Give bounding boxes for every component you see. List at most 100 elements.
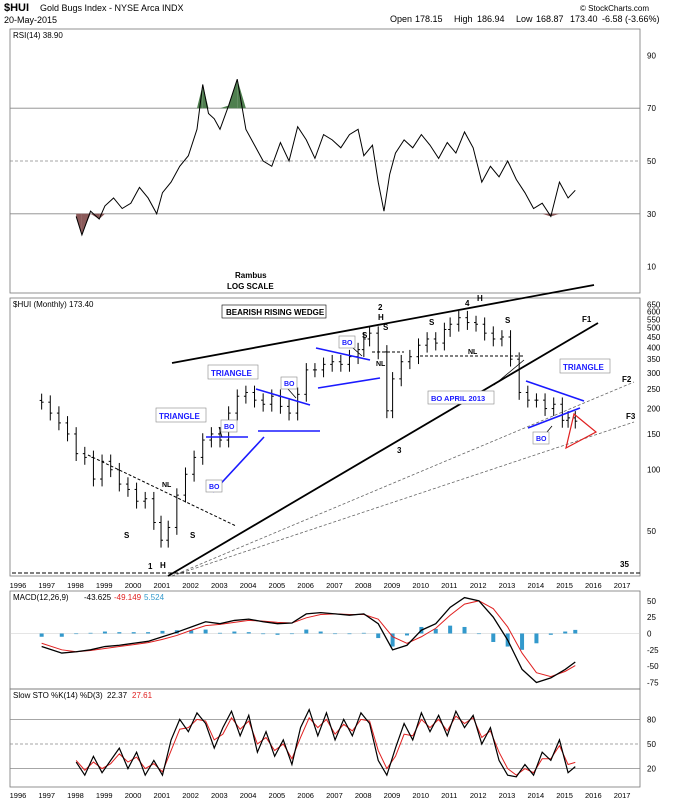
macd-layer: 50 25 0 -25 -50 -75 — [10, 597, 659, 687]
macd-tick-0: 0 — [647, 629, 652, 638]
price-bar — [39, 393, 44, 410]
index-name: Gold Bugs Index - NYSE Arca INDX — [40, 3, 184, 13]
fan-line-f3 — [171, 421, 635, 577]
x-tick-mid-2012: 2012 — [470, 581, 487, 590]
price-legend: $HUI (Monthly) 173.40 — [13, 300, 94, 309]
stochastic-tick-50: 50 — [647, 740, 656, 749]
price-bar — [390, 372, 395, 419]
stochastic-tick-20: 20 — [647, 765, 656, 774]
price-bar — [252, 385, 257, 408]
low-label: Low — [516, 14, 533, 24]
x-tick-bottom-2008: 2008 — [355, 791, 372, 800]
x-tick-bottom-2016: 2016 — [585, 791, 602, 800]
price-bar — [491, 326, 496, 347]
shoulder-2011-right: S — [505, 316, 511, 325]
x-tick-bottom-1997: 1997 — [38, 791, 55, 800]
macd-tick--75: -75 — [647, 678, 659, 687]
rsi-legend: RSI(14) 38.90 — [13, 31, 63, 40]
price-bar — [321, 357, 326, 378]
high-value: 186.94 — [477, 14, 505, 24]
price-bar — [100, 454, 105, 487]
price-bar — [174, 488, 179, 535]
macd-histogram-bar — [218, 632, 222, 634]
x-tick-mid-2004: 2004 — [240, 581, 257, 590]
macd-histogram-bar — [74, 633, 79, 635]
triangle2-label-box — [207, 364, 259, 380]
price-bar — [525, 385, 530, 408]
wedge-label: BEARISH RISING WEDGE — [226, 308, 325, 317]
macd-histogram-bar — [404, 633, 409, 636]
x-tick-mid-2000: 2000 — [125, 581, 142, 590]
stochastic-layer: 80 50 20 — [10, 707, 656, 778]
head-label-2011: H — [477, 294, 483, 303]
bo5-label-box — [205, 479, 223, 493]
x-tick-bottom-2013: 2013 — [499, 791, 516, 800]
x-tick-mid-2015: 2015 — [556, 581, 573, 590]
rsi-oversold-fill — [542, 213, 551, 217]
price-tick-250: 250 — [647, 385, 661, 394]
x-tick-bottom-2006: 2006 — [297, 791, 314, 800]
price-tick-150: 150 — [647, 430, 661, 439]
price-bar — [117, 462, 122, 492]
nl-label-2012: NL — [468, 349, 478, 356]
price-bar — [338, 354, 343, 372]
macd-histogram-bar — [304, 629, 309, 634]
price-bar — [278, 389, 283, 414]
stochastic-panel-frame — [9, 688, 641, 788]
price-bar — [151, 491, 156, 530]
macd-tick-25: 25 — [647, 613, 656, 622]
rambus-label: Rambus — [235, 271, 267, 280]
rsi-tick-30: 30 — [647, 210, 656, 219]
x-tick-mid-2005: 2005 — [269, 581, 286, 590]
shoulder-2011-left: S — [429, 318, 435, 327]
macd-histogram-bar — [462, 626, 467, 634]
price-tick-500: 500 — [647, 324, 661, 333]
macd-histogram-bar — [246, 632, 251, 634]
x-tick-mid-2008: 2008 — [355, 581, 372, 590]
macd-tick-50: 50 — [647, 597, 656, 606]
price-bar — [465, 310, 470, 330]
triangle3-top — [315, 347, 371, 361]
macd-histogram-bar — [548, 633, 553, 635]
macd-legend-signal: -49.149 — [114, 593, 142, 602]
price-bar — [304, 363, 309, 402]
macd-histogram-bar — [333, 633, 338, 635]
bo5-label: BO — [209, 484, 220, 491]
price-bar — [407, 349, 412, 370]
macd-histogram-bar — [232, 631, 237, 634]
price-bar — [312, 363, 317, 378]
price-bar — [183, 467, 188, 503]
macd-histogram-bar — [289, 633, 294, 635]
bo3-label: BO — [342, 340, 353, 347]
price-bar — [125, 477, 130, 497]
bo2-label-box — [280, 376, 298, 390]
x-tick-bottom-1998: 1998 — [67, 791, 84, 800]
macd-histogram-bar — [390, 633, 395, 647]
price-panel-frame — [9, 297, 641, 577]
rsi-line — [75, 79, 576, 237]
price-bar — [416, 338, 421, 365]
price-bar — [243, 385, 248, 404]
price-bar — [384, 345, 389, 419]
price-bar — [134, 482, 139, 509]
x-tick-bottom-2007: 2007 — [326, 791, 343, 800]
price-tick-600: 600 — [647, 308, 661, 317]
rsi-oversold-fill — [90, 213, 100, 220]
change-value: -6.58 (-3.66%) — [602, 14, 660, 24]
macd-histogram-bar — [476, 633, 481, 635]
x-tick-mid-1996: 1996 — [10, 581, 27, 590]
x-tick-bottom-2004: 2004 — [240, 791, 257, 800]
x-tick-mid-2009: 2009 — [384, 581, 401, 590]
macd-histogram-bar — [563, 631, 568, 634]
price-bar — [159, 515, 164, 548]
price-bar — [74, 427, 79, 462]
price-bar — [261, 393, 266, 412]
x-tick-bottom-2003: 2003 — [211, 791, 228, 800]
macd-histogram-bar — [88, 632, 93, 634]
price-bar — [442, 322, 447, 351]
annotation-labels: Rambus LOG SCALE BEARISH RISING WEDGE TR… — [124, 271, 636, 571]
price-bar — [376, 326, 381, 360]
price-tick-450: 450 — [647, 333, 661, 342]
price-tick-550: 550 — [647, 315, 661, 324]
point-2-label: 2 — [378, 303, 383, 312]
